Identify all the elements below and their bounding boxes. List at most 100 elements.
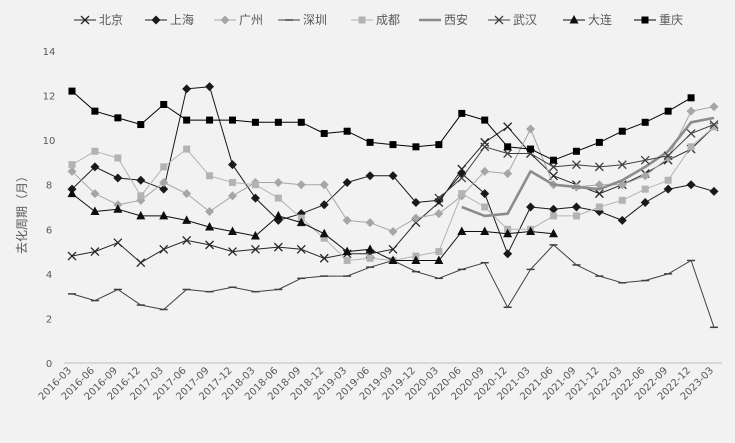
- data-point-e9878de5ba86: [297, 118, 305, 126]
- series-line-e8a5bfe5ae89: [461, 116, 715, 218]
- data-point-e9878de5ba86: [114, 114, 122, 122]
- data-point-e5a4a7e8bf9e: [411, 255, 421, 264]
- data-point-e9878de5ba86: [274, 118, 282, 126]
- legend-item-e58c97e4baac: 北京: [74, 13, 123, 27]
- data-point-e4b88ae6b5b7: [617, 215, 627, 225]
- data-point-e4b88ae6b5b7: [319, 200, 329, 210]
- series-e58c97e4baac: [67, 122, 719, 268]
- data-point-e6ada6e6b189: [503, 149, 513, 158]
- data-point-e4b88ae6b5b7: [388, 171, 398, 181]
- data-point-e9878de5ba86: [160, 100, 168, 108]
- data-point-e4b88ae6b5b7: [113, 173, 123, 183]
- data-point-e68890e983bd: [251, 181, 259, 189]
- data-point-e5a4a7e8bf9e: [457, 226, 467, 236]
- data-point-e5b9bfe5b79e: [159, 177, 169, 187]
- y-axis-title: 去化周期（月）: [15, 170, 29, 254]
- data-point-e58c97e4baac: [67, 251, 77, 261]
- legend-label: 广州: [239, 13, 263, 27]
- legend-label: 上海: [170, 12, 194, 27]
- data-point-e4b88ae6b5b7: [709, 186, 719, 196]
- data-point-e68890e983bd: [91, 147, 99, 155]
- data-point-e58c97e4baac: [388, 244, 398, 254]
- series-e6ada6e6b189: [434, 120, 719, 203]
- data-point-e5a4a7e8bf9e: [205, 222, 215, 231]
- data-point-e4b88ae6b5b7: [411, 198, 421, 208]
- data-point-e4b88ae6b5b7: [250, 193, 260, 203]
- series-e9878de5ba86: [68, 87, 695, 164]
- data-point-e6ada6e6b189: [457, 173, 467, 183]
- y-tick-label: 10: [43, 136, 56, 147]
- data-point-e4b88ae6b5b7: [663, 184, 673, 194]
- data-point-e5a4a7e8bf9e: [182, 215, 192, 224]
- data-point-e6ada6e6b189: [663, 151, 673, 161]
- data-point-e4b88ae6b5b7: [503, 249, 513, 259]
- data-point-e68890e983bd: [160, 163, 168, 171]
- data-point-e5a4a7e8bf9e: [480, 226, 490, 236]
- data-point-e68890e983bd: [664, 176, 672, 184]
- data-point-e5a4a7e8bf9e: [136, 210, 146, 220]
- data-point-e5b9bfe5b79e: [273, 177, 283, 187]
- data-point-e9878de5ba86: [68, 87, 76, 95]
- data-point-e5b9bfe5b79e: [319, 180, 329, 190]
- data-point-e58c97e4baac: [296, 244, 306, 254]
- data-point-e5a4a7e8bf9e: [90, 206, 100, 215]
- data-point-e5b9bfe5b79e: [434, 209, 444, 219]
- legend-label: 重庆: [659, 13, 683, 27]
- legend-item-e5a4a7e8bf9e: 大连: [563, 12, 612, 27]
- data-point-e4b88ae6b5b7: [90, 162, 100, 172]
- y-tick-label: 4: [46, 270, 52, 281]
- data-point-e9878de5ba86: [664, 107, 672, 115]
- data-point-e6ada6e6b189: [709, 120, 719, 130]
- data-point-e5a4a7e8bf9e: [228, 226, 237, 236]
- data-point-e6ada6e6b189: [594, 162, 604, 172]
- data-point-e9878de5ba86: [550, 156, 557, 164]
- data-point-e5a4a7e8bf9e: [342, 246, 352, 256]
- data-point-e5a4a7e8bf9e: [319, 228, 329, 238]
- data-point-e5a4a7e8bf9e: [434, 255, 444, 264]
- data-point-e68890e983bd: [183, 145, 191, 153]
- data-point-e9878de5ba86: [481, 116, 489, 124]
- data-point-e58c97e4baac: [136, 258, 146, 268]
- data-point-e68890e983bd: [320, 234, 328, 242]
- data-point-e5b9bfe5b79e: [709, 102, 719, 112]
- data-point-e4b88ae6b5b7: [342, 177, 352, 187]
- data-point-e4b88ae6b5b7: [136, 175, 146, 185]
- data-point-e68890e983bd: [641, 185, 649, 193]
- data-point-e5b9bfe5b79e: [296, 180, 306, 190]
- data-point-e5b9bfe5b79e: [388, 227, 398, 237]
- data-point-e4b88ae6b5b7: [526, 202, 536, 212]
- legend-item-e6b7b1e59cb3: 深圳: [278, 13, 327, 27]
- legend-item-e8a5bfe5ae89: 西安: [419, 12, 468, 27]
- data-point-e68890e983bd: [206, 172, 214, 180]
- data-point-e5a4a7e8bf9e: [549, 228, 558, 238]
- data-point-e9878de5ba86: [527, 145, 535, 153]
- data-point-e58c97e4baac: [228, 247, 237, 257]
- data-point-e5a4a7e8bf9e: [250, 230, 260, 240]
- data-point-e68890e983bd: [595, 203, 603, 211]
- data-point-e9878de5ba86: [435, 141, 443, 149]
- data-point-e6ada6e6b189: [617, 160, 627, 170]
- data-point-e68890e983bd: [618, 196, 626, 204]
- data-point-e68890e983bd: [137, 192, 145, 200]
- data-point-e9878de5ba86: [206, 116, 214, 124]
- data-point-e5b9bfe5b79e: [686, 106, 696, 116]
- legend-label: 深圳: [303, 13, 327, 27]
- data-point-e9878de5ba86: [251, 118, 259, 126]
- data-point-e4b88ae6b5b7: [571, 202, 581, 212]
- data-point-e9878de5ba86: [458, 109, 466, 117]
- data-point-e9878de5ba86: [343, 127, 351, 135]
- data-point-e58c97e4baac: [503, 122, 513, 132]
- data-point-e58c97e4baac: [205, 240, 215, 250]
- data-point-e9878de5ba86: [320, 129, 328, 137]
- data-point-e58c97e4baac: [273, 242, 283, 252]
- data-point-e9878de5ba86: [618, 127, 626, 135]
- data-point-e68890e983bd: [114, 154, 122, 162]
- legend-swatch-marker: [641, 16, 649, 24]
- legend-swatch-marker: [220, 15, 230, 25]
- data-point-e4b88ae6b5b7: [480, 189, 490, 199]
- legend-label: 成都: [376, 13, 400, 27]
- data-point-e5a4a7e8bf9e: [296, 217, 306, 227]
- data-point-e5a4a7e8bf9e: [113, 204, 123, 213]
- legend-label: 武汉: [513, 13, 537, 27]
